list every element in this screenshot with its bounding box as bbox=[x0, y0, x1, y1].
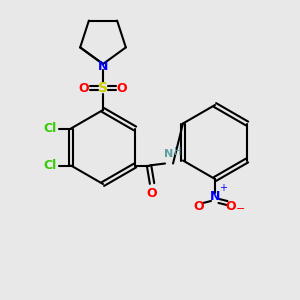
Text: O: O bbox=[147, 187, 158, 200]
Text: N: N bbox=[210, 190, 220, 203]
Text: O: O bbox=[226, 200, 236, 214]
Text: Cl: Cl bbox=[44, 122, 57, 135]
Text: O: O bbox=[194, 200, 204, 214]
Text: H: H bbox=[174, 146, 182, 157]
Text: Cl: Cl bbox=[44, 159, 57, 172]
Text: +: + bbox=[219, 183, 227, 193]
Text: O: O bbox=[117, 82, 127, 94]
Text: S: S bbox=[98, 81, 108, 95]
Text: N: N bbox=[98, 59, 108, 73]
Text: O: O bbox=[79, 82, 89, 94]
Text: N: N bbox=[164, 148, 174, 158]
Text: −: − bbox=[236, 204, 245, 214]
